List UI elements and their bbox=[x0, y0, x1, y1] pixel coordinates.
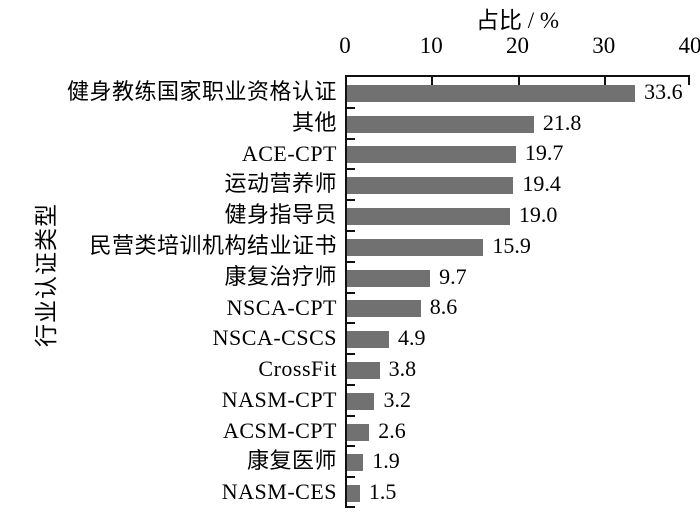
value-label: 1.9 bbox=[372, 448, 400, 474]
x-tick-label: 0 bbox=[339, 33, 351, 58]
y-tick-mark bbox=[347, 168, 355, 171]
y-tick-mark bbox=[347, 199, 355, 202]
bar-row: 9.7 bbox=[347, 262, 690, 293]
bar-row: 1.9 bbox=[347, 446, 690, 477]
x-tick-mark bbox=[603, 77, 606, 85]
y-tick-mark bbox=[347, 506, 355, 508]
y-tick-mark bbox=[347, 353, 355, 356]
value-label: 9.7 bbox=[439, 263, 467, 289]
value-label: 19.0 bbox=[518, 202, 558, 228]
category-label: 其他 bbox=[291, 109, 337, 135]
y-tick-mark bbox=[347, 445, 355, 448]
category-label: ACSM-CPT bbox=[222, 417, 337, 443]
x-tick-label: 10 bbox=[419, 33, 443, 58]
bar bbox=[347, 269, 431, 287]
bar bbox=[347, 485, 360, 503]
y-tick-mark bbox=[347, 291, 355, 294]
category-label: CrossFit bbox=[258, 356, 337, 382]
x-tick-label: 30 bbox=[592, 33, 616, 58]
category-label: NASM-CPT bbox=[221, 386, 337, 412]
category-label: 民营类培训机构结业证书 bbox=[89, 232, 337, 258]
y-tick-mark bbox=[347, 414, 355, 417]
chart-title: 占比 / % bbox=[475, 8, 560, 33]
category-label: NASM-CES bbox=[221, 479, 337, 505]
bar bbox=[347, 115, 534, 133]
x-tick-label: 20 bbox=[506, 33, 529, 58]
category-labels: 健身教练国家职业资格认证其他 ACE-CPT 运动营养师健身指导员民营类培训机构结业… bbox=[0, 75, 337, 508]
bar-row: 15.9 bbox=[347, 231, 690, 262]
value-label: 2.6 bbox=[378, 417, 406, 443]
bar-row: 4.9 bbox=[347, 323, 690, 354]
category-label: 康复治疗师 bbox=[224, 263, 337, 289]
bar-row: 1.5 bbox=[347, 477, 690, 508]
value-label: 21.8 bbox=[542, 109, 582, 135]
value-label: 15.9 bbox=[492, 232, 531, 258]
value-label: 1.5 bbox=[368, 479, 397, 505]
bar bbox=[347, 208, 510, 226]
bar-row: 19.7 bbox=[347, 139, 690, 170]
bar bbox=[347, 146, 516, 164]
bar-row: 3.8 bbox=[347, 354, 690, 385]
bar bbox=[347, 361, 380, 379]
category-label: ACE-CPT bbox=[241, 140, 337, 166]
bar bbox=[347, 84, 636, 102]
bar-row: 19.0 bbox=[347, 200, 690, 231]
value-label: 19.4 bbox=[522, 171, 561, 197]
bar bbox=[347, 300, 421, 318]
y-tick-mark bbox=[347, 260, 355, 263]
y-tick-mark bbox=[347, 476, 355, 479]
category-label: 健身指导员 bbox=[224, 202, 337, 228]
bar-row: 21.8 bbox=[347, 108, 690, 139]
bar bbox=[347, 331, 390, 349]
bar-row: 3.2 bbox=[347, 385, 690, 416]
y-tick-mark bbox=[347, 106, 355, 109]
x-tick-mark bbox=[688, 77, 690, 85]
y-tick-mark bbox=[347, 322, 355, 325]
value-label: 19.7 bbox=[524, 140, 564, 166]
bar bbox=[347, 392, 375, 410]
value-label: 8.6 bbox=[429, 294, 458, 320]
bar bbox=[347, 454, 364, 472]
category-label: 运动营养师 bbox=[224, 171, 337, 197]
bar-row: 2.6 bbox=[347, 416, 690, 447]
y-tick-mark bbox=[347, 229, 355, 232]
bar-row: 33.6 bbox=[347, 77, 690, 108]
bar bbox=[347, 238, 484, 256]
y-tick-mark bbox=[347, 137, 355, 140]
category-label: 康复医师 bbox=[246, 448, 337, 474]
category-label: NSCA-CPT bbox=[226, 294, 337, 320]
value-label: 4.9 bbox=[398, 325, 426, 351]
x-tick-mark bbox=[431, 77, 434, 85]
y-tick-mark bbox=[347, 383, 355, 386]
x-tick-label: 40 bbox=[678, 33, 700, 58]
category-label: 健身教练国家职业资格认证 bbox=[66, 79, 337, 104]
bar-row: 19.4 bbox=[347, 169, 690, 200]
plot-area: 33.6 21.8 19.7 19.4 19.0 15.9 9.7 8.6 4.9 3.8 3.2 2… bbox=[345, 75, 690, 508]
value-label: 3.2 bbox=[383, 386, 411, 412]
bar bbox=[347, 177, 514, 195]
bar-row: 8.6 bbox=[347, 293, 690, 324]
category-label: NSCA-CSCS bbox=[212, 325, 337, 351]
value-label: 3.8 bbox=[388, 355, 417, 381]
bar bbox=[347, 423, 370, 441]
value-label: 33.6 bbox=[644, 78, 683, 104]
x-tick-mark bbox=[517, 77, 520, 85]
